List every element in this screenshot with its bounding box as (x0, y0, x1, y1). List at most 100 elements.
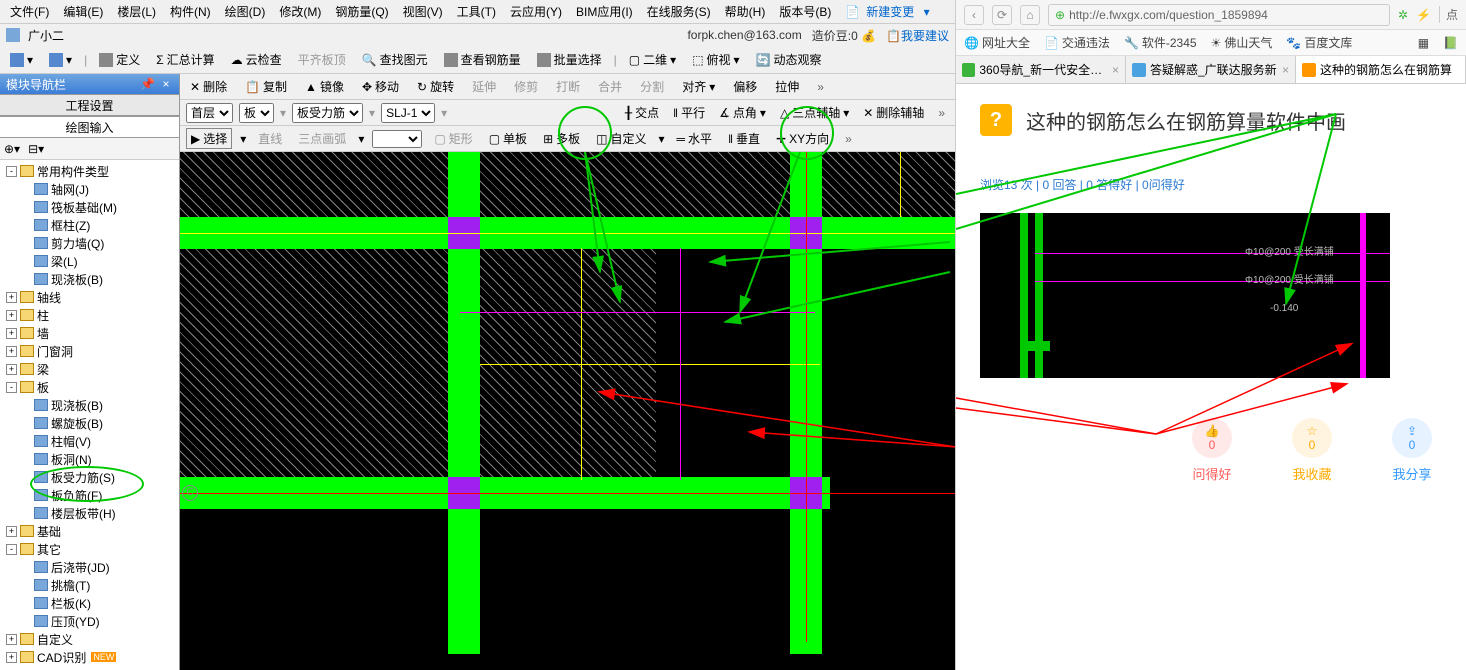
tree-item[interactable]: 后浇带(JD) (0, 558, 179, 576)
menu-bim[interactable]: BIM应用(I) (570, 1, 639, 22)
tree-item[interactable]: 板洞(N) (0, 450, 179, 468)
wa-ptangle[interactable]: ∡点角▾ (715, 102, 770, 123)
tb-undo[interactable]: ▾ (6, 51, 37, 69)
sel-code[interactable]: SLJ-1 (381, 103, 435, 123)
tree-item[interactable]: -板 (0, 378, 179, 396)
wa-linestyle[interactable] (372, 130, 422, 148)
tree-item[interactable]: 框柱(Z) (0, 216, 179, 234)
canvas[interactable]: C (180, 152, 955, 670)
tb-batchsel[interactable]: 批量选择 (533, 49, 606, 70)
tb-define[interactable]: 定义 (95, 49, 144, 70)
sel-subtype[interactable]: 板受力筋 (292, 103, 363, 123)
pin-icon[interactable]: 📌 (140, 77, 155, 91)
wa-extend[interactable]: 延伸 (468, 76, 500, 97)
menu-file[interactable]: 文件(F) (4, 1, 55, 22)
tree-item[interactable]: 轴网(J) (0, 180, 179, 198)
bm-weather[interactable]: ☀佛山天气 (1211, 34, 1273, 51)
wa-stretch[interactable]: 拉伸 (771, 76, 803, 97)
more-icon2[interactable]: » (934, 106, 949, 120)
wa-intersect[interactable]: ╂交点 (621, 102, 663, 123)
wa-align[interactable]: 对齐▾ (678, 76, 719, 97)
reload-button[interactable]: ⟳ (992, 5, 1012, 25)
wa-line[interactable]: 直线 (254, 128, 286, 149)
menu-tools[interactable]: 工具(T) (451, 1, 502, 22)
menu-rebar[interactable]: 钢筋量(Q) (329, 1, 394, 22)
browser-tab[interactable]: 360导航_新一代安全上网× (956, 56, 1126, 83)
tree-item[interactable]: -其它 (0, 540, 179, 558)
sel-floor[interactable]: 首层 (186, 103, 233, 123)
tb-orbit[interactable]: 🔄动态观察 (752, 49, 826, 70)
close-icon[interactable]: × (159, 77, 173, 91)
menu-edit[interactable]: 编辑(E) (57, 1, 109, 22)
menu-draw[interactable]: 绘图(D) (219, 1, 272, 22)
bm-all[interactable]: 🌐网址大全 (964, 34, 1030, 51)
tab-draw[interactable]: 绘图输入 (0, 116, 179, 138)
menu-modify[interactable]: 修改(M) (273, 1, 327, 22)
wa-rect[interactable]: ▢矩形 (430, 128, 476, 149)
menu-floor[interactable]: 楼层(L) (111, 1, 162, 22)
browser-tab[interactable]: 这种的钢筋怎么在钢筋算 (1296, 56, 1466, 83)
bm-book-icon[interactable]: 📗 (1443, 36, 1458, 50)
tab-project[interactable]: 工程设置 (0, 94, 179, 116)
tree-item[interactable]: 栏板(K) (0, 594, 179, 612)
wa-delaux[interactable]: ✕删除辅轴 (859, 102, 928, 123)
question-action[interactable]: ⇪0我分享 (1392, 418, 1432, 483)
bm-soft[interactable]: 🔧软件-2345 (1124, 34, 1197, 51)
wa-arc[interactable]: 三点画弧 (294, 128, 350, 149)
tree-item[interactable]: +柱 (0, 306, 179, 324)
feedback-link[interactable]: 📋我要建议 (886, 27, 949, 44)
tb-2d[interactable]: ▢二维▾ (625, 49, 680, 70)
wa-offset[interactable]: 偏移 (729, 76, 761, 97)
tree-item[interactable]: +自定义 (0, 630, 179, 648)
wa-delete[interactable]: ✕删除 (186, 76, 231, 97)
back-button[interactable]: ‹ (964, 5, 984, 25)
tree-item[interactable]: 梁(L) (0, 252, 179, 270)
tree-item[interactable]: +CAD识别NEW (0, 648, 179, 666)
tree-item[interactable]: 楼层板带(H) (0, 504, 179, 522)
tb-viewrebar[interactable]: 查看钢筋量 (440, 49, 525, 70)
bm-grid-icon[interactable]: ▦ (1418, 36, 1429, 50)
wa-mirror[interactable]: ▲镜像 (301, 76, 348, 97)
menu-version[interactable]: 版本号(B) (773, 1, 837, 22)
tb-find[interactable]: 🔍查找图元 (358, 49, 432, 70)
collapse-icon[interactable]: ⊟▾ (28, 142, 44, 156)
menu-cloud[interactable]: 云应用(Y) (504, 1, 568, 22)
tree-item[interactable]: 剪力墙(Q) (0, 234, 179, 252)
question-action[interactable]: 👍0问得好 (1192, 418, 1232, 483)
wa-split[interactable]: 分割 (636, 76, 668, 97)
question-action[interactable]: ☆0我收藏 (1292, 418, 1332, 483)
tb-flattop[interactable]: 平齐板顶 (294, 49, 350, 70)
wa-copy[interactable]: 📋复制 (241, 76, 291, 97)
browser-tab[interactable]: 答疑解惑_广联达服务新× (1126, 56, 1296, 83)
tree-item[interactable]: 柱帽(V) (0, 432, 179, 450)
flash-icon[interactable]: ⚡ (1416, 8, 1431, 22)
tb-cloudcheck[interactable]: ☁云检查 (227, 49, 286, 70)
expand-icon[interactable]: ⊕▾ (4, 142, 20, 156)
tree-item[interactable]: 筏板基础(M) (0, 198, 179, 216)
wa-rotate[interactable]: ↻旋转 (413, 76, 458, 97)
wa-single[interactable]: ▢单板 (485, 128, 531, 149)
tb-sum[interactable]: Σ 汇总计算 (152, 49, 218, 70)
tree-item[interactable]: +轴线 (0, 288, 179, 306)
bm-baidu[interactable]: 🐾百度文库 (1286, 34, 1352, 51)
tree-item[interactable]: +墙 (0, 324, 179, 342)
wa-move[interactable]: ✥移动 (358, 76, 403, 97)
url-bar[interactable]: ⊕http://e.fwxgx.com/question_1859894 (1048, 4, 1390, 26)
tree-item[interactable]: 现浇板(B) (0, 270, 179, 288)
tb-redo[interactable]: ▾ (45, 51, 76, 69)
tree-item[interactable]: +梁 (0, 360, 179, 378)
wa-trim[interactable]: 修剪 (510, 76, 542, 97)
tree-item[interactable]: 板受力筋(S) (0, 468, 179, 486)
wa-horiz[interactable]: ═水平 (673, 128, 717, 149)
tree-item[interactable]: +基础 (0, 522, 179, 540)
bm-traffic[interactable]: 📄交通违法 (1044, 34, 1110, 51)
menu-newchange[interactable]: 📄新建变更 ▾ (839, 1, 935, 22)
sel-type[interactable]: 板 (239, 103, 274, 123)
like-label[interactable]: 点 (1439, 6, 1458, 23)
ext-icon[interactable]: ✲ (1398, 8, 1408, 22)
wa-vert[interactable]: ‖垂直 (724, 128, 764, 149)
tree-item[interactable]: -常用构件类型 (0, 162, 179, 180)
menu-online[interactable]: 在线服务(S) (641, 1, 717, 22)
wa-merge[interactable]: 合并 (594, 76, 626, 97)
tree-item[interactable]: 挑檐(T) (0, 576, 179, 594)
